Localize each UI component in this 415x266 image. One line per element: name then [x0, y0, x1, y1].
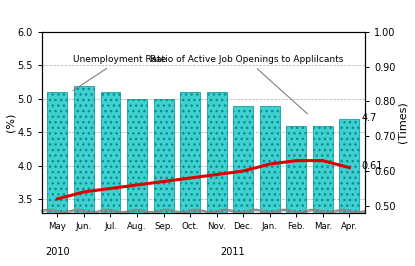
- Bar: [127, 99, 147, 266]
- Bar: [286, 126, 306, 266]
- Text: 2011: 2011: [220, 247, 244, 257]
- Y-axis label: (Times): (Times): [397, 102, 407, 143]
- Text: Unemployment Rate: Unemployment Rate: [73, 55, 166, 91]
- Bar: [233, 106, 253, 266]
- Text: 4.7: 4.7: [361, 113, 376, 123]
- Bar: [339, 119, 359, 266]
- Bar: [74, 85, 94, 266]
- Bar: [47, 92, 67, 266]
- Y-axis label: (%): (%): [5, 113, 16, 132]
- Bar: [260, 106, 280, 266]
- Text: 2010: 2010: [46, 247, 70, 257]
- Bar: [154, 99, 173, 266]
- Text: Ratio of Active Job Openings to Applilcants: Ratio of Active Job Openings to Applilca…: [150, 55, 344, 114]
- Bar: [100, 92, 120, 266]
- Bar: [180, 92, 200, 266]
- Text: 0.61: 0.61: [361, 161, 383, 171]
- Bar: [207, 92, 227, 266]
- Bar: [313, 126, 333, 266]
